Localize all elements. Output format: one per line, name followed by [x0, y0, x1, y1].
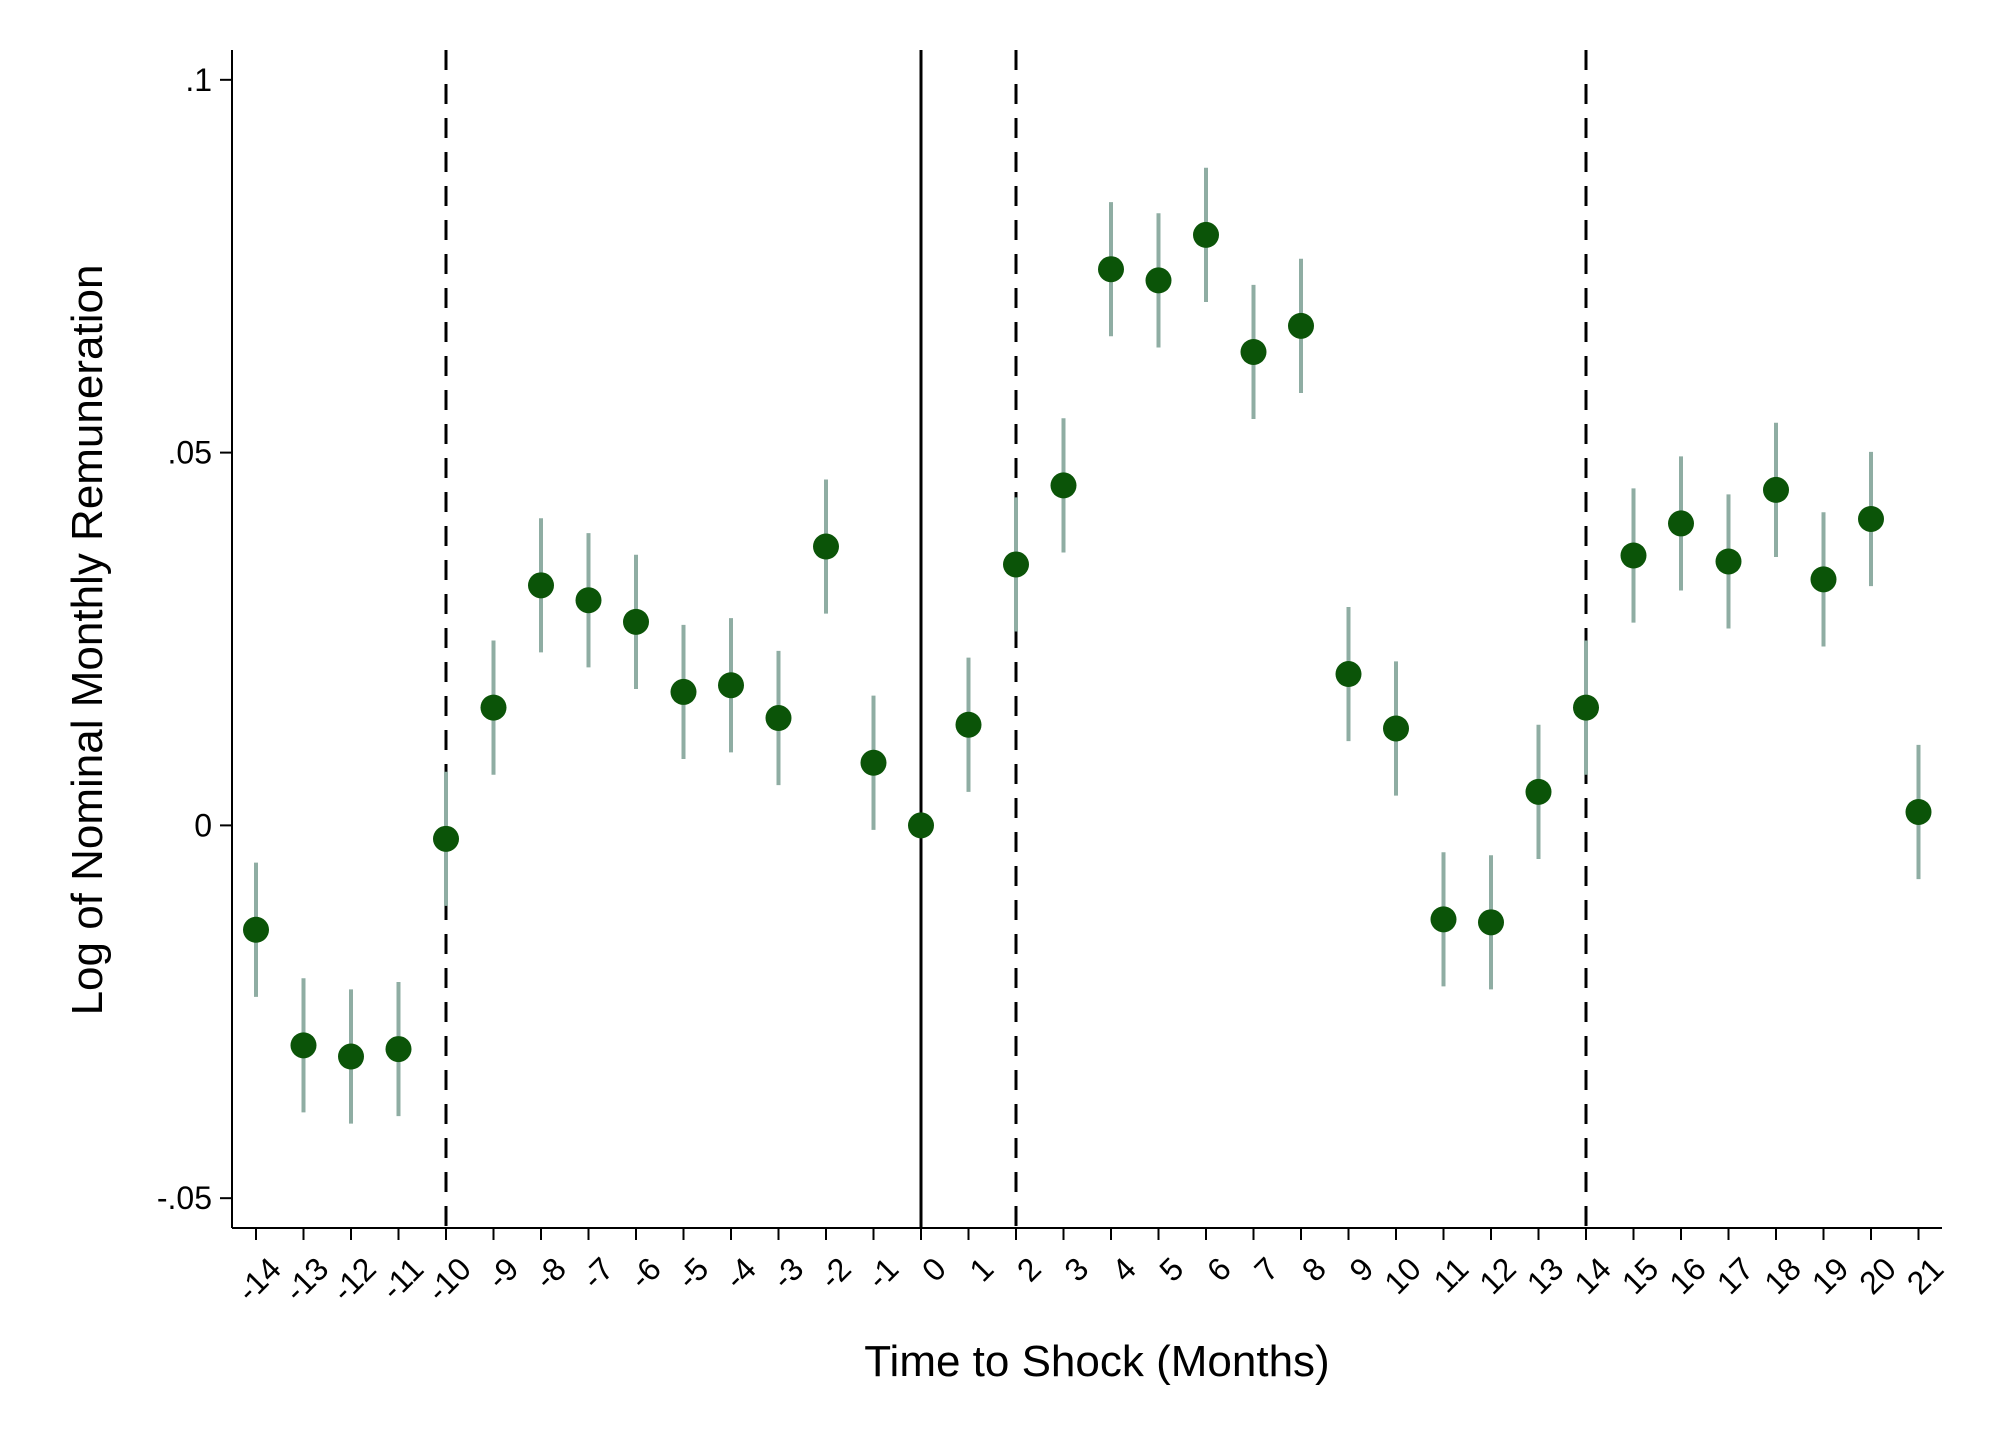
data-point: [385, 1036, 412, 1063]
data-point: [860, 749, 887, 776]
data-point: [1240, 338, 1267, 365]
data-point: [1620, 542, 1647, 569]
data-point: [623, 608, 649, 635]
data-point: [480, 694, 507, 721]
y-tick-label: 0: [194, 807, 212, 843]
data-point: [433, 825, 459, 852]
data-point: [1573, 694, 1599, 721]
data-point: [1810, 566, 1837, 593]
data-point: [670, 678, 697, 705]
data-point: [1288, 312, 1314, 339]
data-point: [1383, 715, 1409, 742]
data-point: [1145, 267, 1172, 294]
y-tick-label: -.05: [157, 1180, 212, 1216]
data-point: [1525, 778, 1552, 805]
data-point: [813, 533, 839, 560]
data-point: [1715, 548, 1742, 575]
data-point: [955, 711, 982, 738]
data-point: [338, 1043, 364, 1070]
y-tick-label: .1: [185, 62, 212, 98]
data-point: [765, 705, 792, 732]
data-point: [908, 812, 934, 839]
data-point: [1335, 661, 1362, 688]
data-point: [1668, 510, 1694, 537]
y-tick-label: .05: [168, 435, 212, 471]
axes: [231, 50, 1942, 1229]
reference-lines: [444, 50, 1588, 1228]
x-axis-title: Time to Shock (Months): [864, 1337, 1329, 1386]
data-point: [1905, 798, 1932, 825]
point-estimates: [243, 221, 1932, 1070]
data-point: [243, 916, 269, 943]
data-point: [528, 572, 554, 599]
data-point: [1430, 906, 1457, 933]
data-point: [1193, 221, 1219, 248]
y-axis-ticks: -.05 0 .05 .1: [157, 62, 232, 1216]
data-point: [1098, 256, 1124, 283]
data-point: [1003, 551, 1029, 578]
y-axis-title: Log of Nominal Monthly Remuneration: [63, 265, 112, 1016]
data-point: [1858, 505, 1884, 532]
data-point: [290, 1032, 317, 1059]
data-point: [1478, 909, 1504, 936]
data-point: [1050, 472, 1077, 499]
data-point: [1763, 476, 1789, 503]
data-point: [575, 587, 602, 614]
data-point: [718, 672, 744, 699]
